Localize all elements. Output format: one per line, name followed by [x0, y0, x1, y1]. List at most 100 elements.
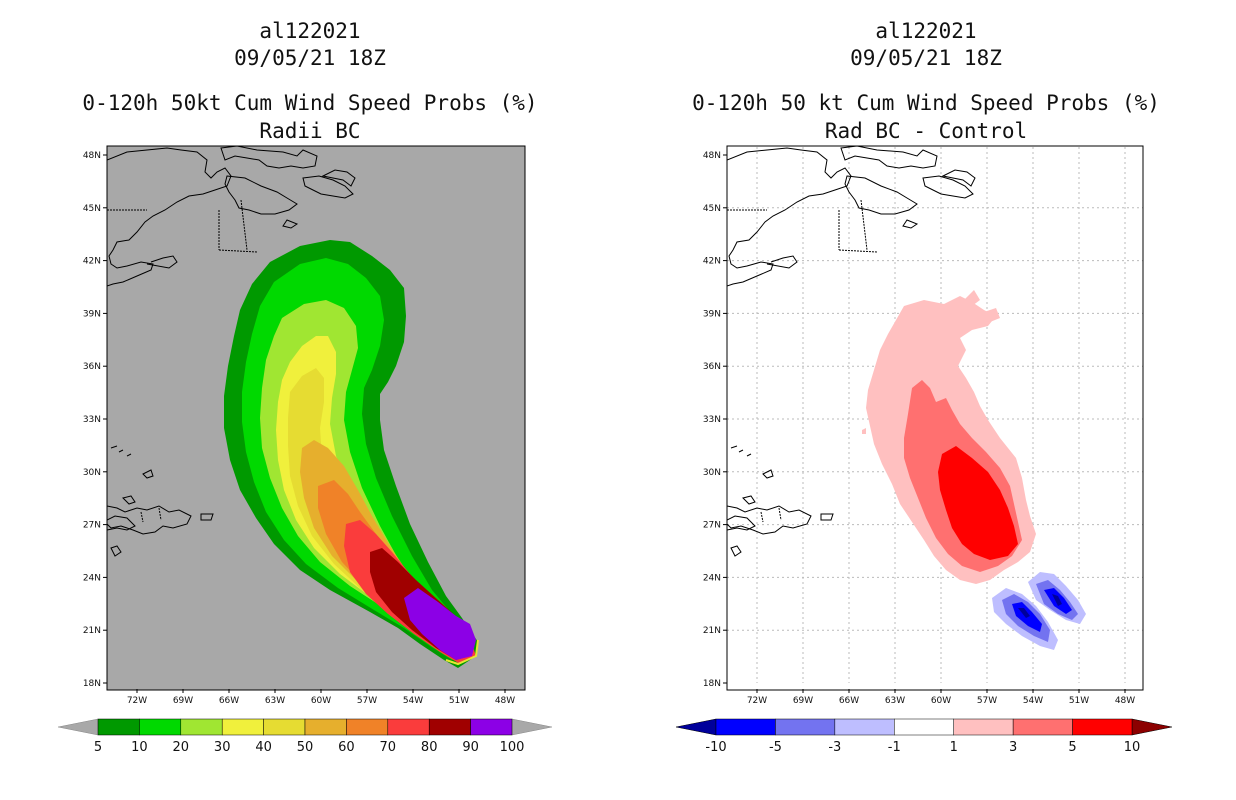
colorbar-label: 80 [421, 740, 438, 755]
colorbar-cap-high [511, 718, 553, 736]
colorbar-label: 5 [1068, 740, 1076, 755]
colorbar-box [1012, 718, 1073, 736]
colorbar-box [221, 718, 264, 736]
colorbar-box [387, 718, 430, 736]
lat-label: 39N [83, 309, 101, 319]
lat-label: 27N [703, 521, 721, 531]
lon-label: 63W [885, 696, 905, 706]
lon-label: 48W [1115, 696, 1135, 706]
left-storm-id: al122021 [259, 19, 361, 43]
lon-label: 51W [1069, 696, 1089, 706]
colorbar-label: 100 [500, 740, 525, 755]
lat-label: 42N [703, 257, 721, 267]
colorbar-label: 3 [1009, 740, 1017, 755]
lat-label: 18N [83, 679, 101, 689]
colorbar-label: 10 [131, 740, 148, 755]
lon-label: 69W [173, 696, 193, 706]
right-difference-contours [727, 146, 1086, 650]
left-map-frame [106, 145, 526, 691]
lat-label: 39N [703, 309, 721, 319]
left-map-panel: 48N 45N 42N 39N 36N 33N 30N 27N 24N 21N 18N 72W 69W 6… [83, 145, 526, 706]
colorbar-cap-low [57, 718, 99, 736]
lat-label: 24N [83, 573, 101, 583]
colorbar-box [139, 718, 182, 736]
right-map-panel: 48N 45N 42N 39N 36N 33N 30N 27N 24N 21N 18N 72W 69W 6… [703, 145, 1144, 706]
lat-label: 24N [703, 573, 721, 583]
lat-label: 36N [83, 362, 101, 372]
lat-label: 30N [83, 468, 101, 478]
right-storm-id: al122021 [875, 19, 977, 43]
lon-label: 63W [265, 696, 285, 706]
lat-label: 48N [703, 151, 721, 161]
lon-label: 69W [793, 696, 813, 706]
colorbar-box [715, 718, 776, 736]
colorbar-box [1072, 718, 1133, 736]
lon-label: 60W [931, 696, 951, 706]
lat-label: 42N [83, 257, 101, 267]
lat-label: 45N [703, 204, 721, 214]
lat-label: 18N [703, 679, 721, 689]
lat-label: 33N [83, 415, 101, 425]
left-colorbar: 5 10 20 30 40 50 60 70 80 90 100 [57, 718, 553, 755]
colorbar-label: 30 [214, 740, 231, 755]
lon-label: 60W [311, 696, 331, 706]
lon-label: 48W [495, 696, 515, 706]
diff-contour-5-10 [938, 446, 1018, 560]
colorbar-label: 10 [1124, 740, 1141, 755]
colorbar-box [304, 718, 347, 736]
right-subtitle: Rad BC - Control [824, 119, 1028, 143]
colorbar-label: 70 [380, 740, 397, 755]
colorbar-label: -5 [769, 740, 782, 755]
colorbar-box [346, 718, 389, 736]
colorbar-label: 1 [950, 740, 958, 755]
left-title: 0-120h 50kt Cum Wind Speed Probs (%) [82, 91, 538, 115]
lat-label: 30N [703, 468, 721, 478]
lat-label: 45N [83, 204, 101, 214]
colorbar-box [775, 718, 836, 736]
colorbar-label: 20 [173, 740, 190, 755]
lon-label: 54W [1023, 696, 1043, 706]
right-colorbar: -10 -5 -3 -1 1 3 5 10 [675, 718, 1173, 755]
colorbar-label: 90 [462, 740, 479, 755]
right-axes: 48N 45N 42N 39N 36N 33N 30N 27N 24N 21N 18N 72W 69W 6… [703, 151, 1135, 706]
colorbar-label: 40 [255, 740, 272, 755]
lon-label: 72W [127, 696, 147, 706]
colorbar-box [470, 718, 513, 736]
lon-label: 51W [449, 696, 469, 706]
lon-label: 66W [839, 696, 859, 706]
right-gridlines [727, 147, 1143, 683]
colorbar-cap-low [675, 718, 717, 736]
colorbar-box [97, 718, 140, 736]
left-axes: 48N 45N 42N 39N 36N 33N 30N 27N 24N 21N 18N 72W 69W 6… [83, 151, 515, 706]
colorbar-box [180, 718, 223, 736]
left-subtitle: Radii BC [259, 119, 361, 143]
lat-label: 21N [703, 626, 721, 636]
colorbar-box [834, 718, 895, 736]
colorbar-label: -10 [705, 740, 726, 755]
lon-label: 72W [747, 696, 767, 706]
lat-label: 48N [83, 151, 101, 161]
lon-label: 57W [357, 696, 377, 706]
lat-label: 33N [703, 415, 721, 425]
colorbar-label: 50 [297, 740, 314, 755]
colorbar-cap-high [1131, 718, 1173, 736]
lon-label: 66W [219, 696, 239, 706]
lon-label: 57W [977, 696, 997, 706]
diff-contour-neg-10 [1018, 594, 1062, 618]
colorbar-label: -3 [828, 740, 841, 755]
right-datetime: 09/05/21 18Z [850, 46, 1002, 70]
contour-90-100 [404, 588, 476, 660]
left-datetime: 09/05/21 18Z [234, 46, 386, 70]
colorbar-box [894, 718, 954, 736]
lat-label: 21N [83, 626, 101, 636]
colorbar-label: -1 [888, 740, 901, 755]
colorbar-box [263, 718, 306, 736]
colorbar-label: 60 [338, 740, 355, 755]
contour-edge [445, 639, 479, 666]
left-probability-contours [107, 146, 479, 668]
lat-label: 36N [703, 362, 721, 372]
right-title: 0-120h 50 kt Cum Wind Speed Probs (%) [692, 91, 1160, 115]
right-map-frame [726, 145, 1144, 691]
lon-label: 54W [403, 696, 423, 706]
